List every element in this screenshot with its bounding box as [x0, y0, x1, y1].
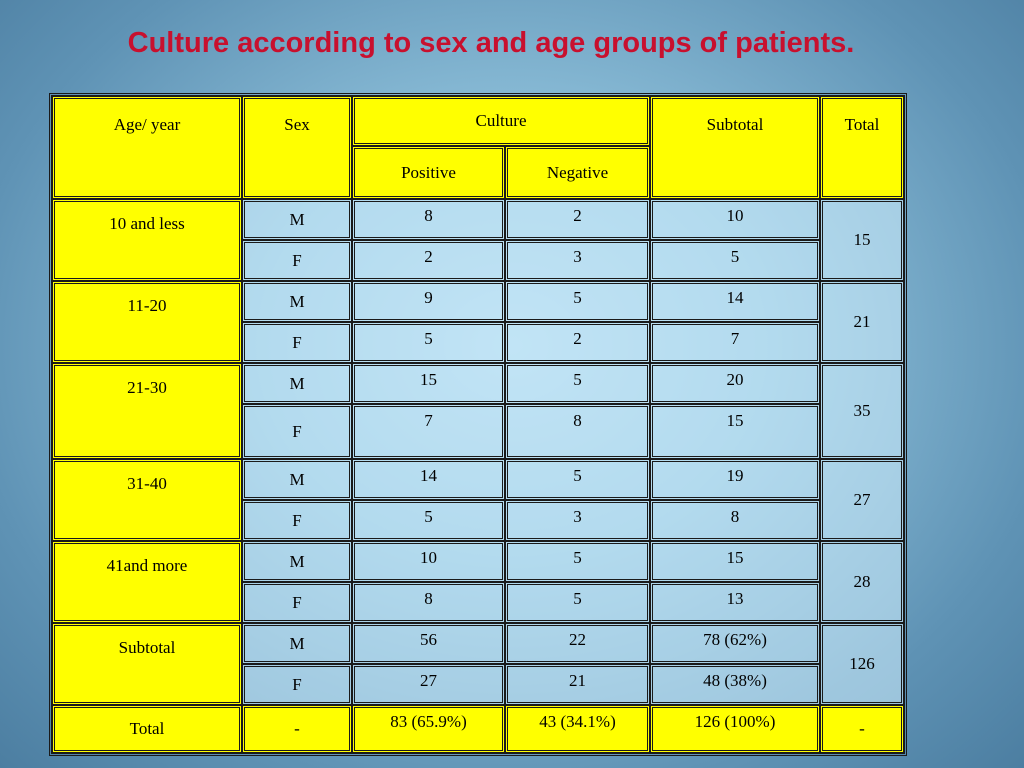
sex-cell: M: [242, 459, 352, 500]
page-title: Culture according to sex and age groups …: [127, 27, 855, 59]
age-group-cell: 11-20: [52, 281, 242, 363]
sex-cell: F: [242, 500, 352, 541]
group-total-cell: 35: [820, 363, 904, 459]
subtotal-cell: 5: [650, 240, 820, 281]
subtotal-cell: 20: [650, 363, 820, 404]
total-row: Total - 83 (65.9%) 43 (34.1%) 126 (100%)…: [52, 705, 904, 753]
negative-cell: 5: [505, 582, 650, 623]
header-age: Age/ year: [52, 96, 242, 199]
negative-cell: 22: [505, 623, 650, 664]
positive-cell: 2: [352, 240, 505, 281]
positive-cell: 14: [352, 459, 505, 500]
table-row: Subtotal M 56 22 78 (62%) 126: [52, 623, 904, 705]
age-group-cell: 21-30: [52, 363, 242, 459]
table-row: F 7 8 15: [52, 404, 904, 459]
sex-cell: M: [242, 541, 352, 582]
age-group-cell: Subtotal: [52, 623, 242, 705]
positive-cell: 8: [352, 582, 505, 623]
sex-cell: M: [242, 623, 352, 664]
group-total-cell: 15: [820, 199, 904, 281]
table-row: 10 and less M 8 2 10 15: [52, 199, 904, 281]
table-row: F 2 3 5: [52, 240, 904, 281]
header-sex: Sex: [242, 96, 352, 199]
total-positive-cell: 83 (65.9%): [352, 705, 505, 753]
total-negative-cell: 43 (34.1%): [505, 705, 650, 753]
table-row: F 5 2 7: [52, 322, 904, 363]
positive-cell: 9: [352, 281, 505, 322]
subtotal-cell: 14: [650, 281, 820, 322]
positive-cell: 7: [352, 404, 505, 459]
subtotal-cell: 19: [650, 459, 820, 500]
sex-cell: F: [242, 240, 352, 281]
group-total-cell: 21: [820, 281, 904, 363]
header-total: Total: [820, 96, 904, 199]
positive-cell: 5: [352, 500, 505, 541]
header-subtotal: Subtotal: [650, 96, 820, 199]
positive-cell: 15: [352, 363, 505, 404]
sex-cell: M: [242, 363, 352, 404]
subtotal-cell: 48 (38%): [650, 664, 820, 705]
negative-cell: 3: [505, 240, 650, 281]
negative-cell: 3: [505, 500, 650, 541]
table-row: F 5 3 8: [52, 500, 904, 541]
culture-table: Age/ year Sex Culture Subtotal Total Pos…: [49, 93, 907, 756]
header-negative: Negative: [505, 146, 650, 199]
positive-cell: 10: [352, 541, 505, 582]
negative-cell: 5: [505, 281, 650, 322]
header-culture: Culture: [352, 96, 650, 146]
subtotal-cell: 15: [650, 541, 820, 582]
subtotal-cell: 7: [650, 322, 820, 363]
sex-cell: F: [242, 404, 352, 459]
negative-cell: 2: [505, 199, 650, 240]
age-group-cell: 31-40: [52, 459, 242, 541]
sex-cell: F: [242, 322, 352, 363]
group-total-cell: 126: [820, 623, 904, 705]
table-row: 31-40 M 14 5 19 27: [52, 459, 904, 541]
negative-cell: 5: [505, 459, 650, 500]
positive-cell: 27: [352, 664, 505, 705]
sex-cell: F: [242, 582, 352, 623]
age-group-cell: 10 and less: [52, 199, 242, 281]
negative-cell: 2: [505, 322, 650, 363]
total-subtotal-cell: 126 (100%): [650, 705, 820, 753]
table-row: F 8 5 13: [52, 582, 904, 623]
group-total-cell: 27: [820, 459, 904, 541]
subtotal-cell: 8: [650, 500, 820, 541]
positive-cell: 5: [352, 322, 505, 363]
subtotal-cell: 78 (62%): [650, 623, 820, 664]
negative-cell: 21: [505, 664, 650, 705]
table-row: F 27 21 48 (38%): [52, 664, 904, 705]
sex-cell: F: [242, 664, 352, 705]
group-total-cell: 28: [820, 541, 904, 623]
positive-cell: 8: [352, 199, 505, 240]
grand-total-cell: -: [820, 705, 904, 753]
table-row: 11-20 M 9 5 14 21: [52, 281, 904, 363]
header-positive: Positive: [352, 146, 505, 199]
negative-cell: 5: [505, 363, 650, 404]
age-group-cell: 41and more: [52, 541, 242, 623]
negative-cell: 5: [505, 541, 650, 582]
subtotal-cell: 15: [650, 404, 820, 459]
sex-cell: M: [242, 281, 352, 322]
table-row: 21-30 M 15 5 20 35: [52, 363, 904, 459]
total-label: Total: [52, 705, 242, 753]
positive-cell: 56: [352, 623, 505, 664]
subtotal-cell: 13: [650, 582, 820, 623]
subtotal-cell: 10: [650, 199, 820, 240]
table-row: 41and more M 10 5 15 28: [52, 541, 904, 623]
total-sex-cell: -: [242, 705, 352, 753]
negative-cell: 8: [505, 404, 650, 459]
sex-cell: M: [242, 199, 352, 240]
